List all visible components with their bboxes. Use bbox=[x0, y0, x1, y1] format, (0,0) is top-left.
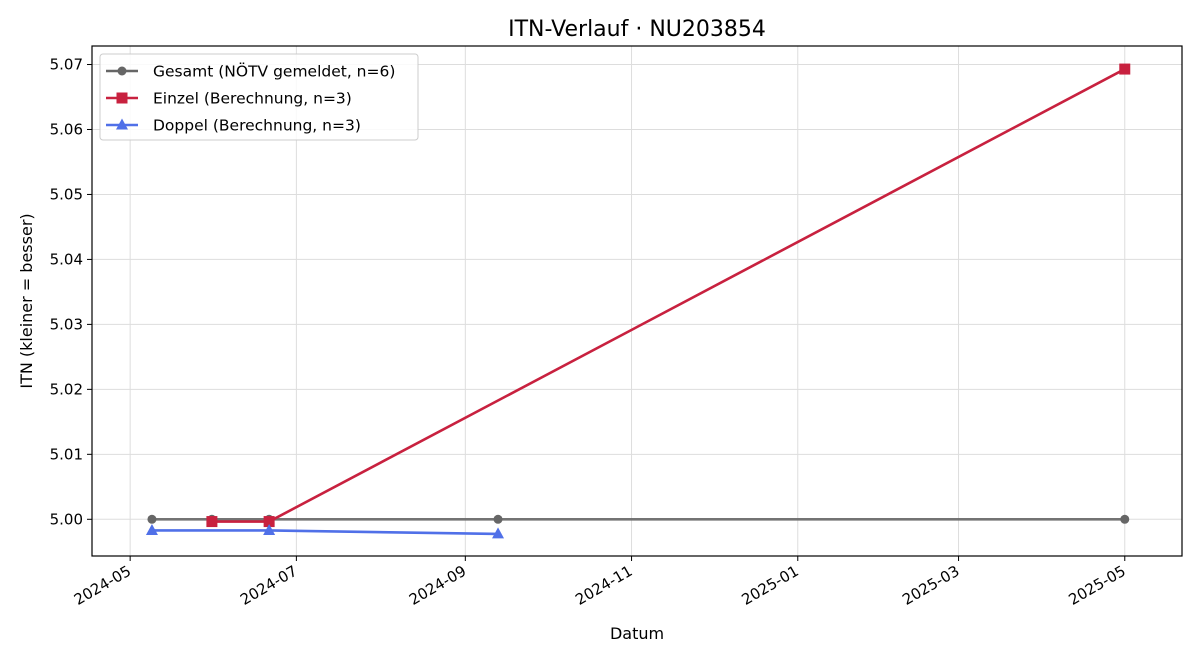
y-tick-label: 5.07 bbox=[50, 56, 83, 74]
y-tick-label: 5.06 bbox=[50, 120, 83, 138]
chart-title: ITN-Verlauf · NU203854 bbox=[508, 17, 766, 42]
x-tick-label: 2024-11 bbox=[572, 562, 635, 609]
data-point bbox=[206, 516, 218, 528]
legend-item: Gesamt (NÖTV gemeldet, n=6) bbox=[106, 62, 395, 81]
data-point bbox=[493, 514, 503, 524]
series-1 bbox=[206, 63, 1131, 528]
data-point bbox=[492, 527, 505, 539]
data-point bbox=[145, 523, 158, 535]
series-2 bbox=[145, 523, 505, 539]
series-0 bbox=[147, 514, 1130, 524]
x-tick-label: 2024-07 bbox=[237, 562, 300, 609]
plot-area-frame bbox=[91, 45, 1183, 557]
x-tick-label: 2025-01 bbox=[738, 562, 801, 609]
data-point bbox=[263, 523, 276, 535]
series-layer bbox=[145, 63, 1131, 539]
data-point bbox=[147, 514, 157, 524]
y-axis: 5.00 5.01 5.02 5.03 5.04 5.05 5.06 5.07 bbox=[50, 56, 92, 528]
y-tick-label: 5.02 bbox=[50, 380, 83, 398]
x-tick-label: 2025-05 bbox=[1065, 562, 1128, 609]
y-tick-label: 5.05 bbox=[50, 185, 83, 203]
y-axis-label: ITN (kleiner = besser) bbox=[17, 213, 36, 388]
y-tick-label: 5.00 bbox=[50, 510, 83, 528]
legend-label: Gesamt (NÖTV gemeldet, n=6) bbox=[153, 62, 395, 81]
legend-item: Einzel (Berechnung, n=3) bbox=[106, 90, 352, 108]
legend-marker bbox=[116, 92, 128, 104]
legend-label: Einzel (Berechnung, n=3) bbox=[153, 90, 352, 108]
legend-marker bbox=[117, 66, 127, 76]
x-axis: 2024-05 2024-07 2024-09 2024-11 2025-01 2025-… bbox=[71, 556, 1129, 609]
y-tick-label: 5.03 bbox=[50, 315, 83, 333]
x-tick-label: 2024-05 bbox=[71, 562, 134, 609]
legend-box bbox=[99, 53, 419, 141]
legend-item: Doppel (Berechnung, n=3) bbox=[106, 117, 361, 135]
legend-marker bbox=[116, 118, 128, 130]
data-point bbox=[1119, 63, 1131, 75]
legend-label: Doppel (Berechnung, n=3) bbox=[153, 117, 361, 135]
x-axis-label: Datum bbox=[610, 624, 664, 643]
legend: Gesamt (NÖTV gemeldet, n=6) Einzel (Berec… bbox=[99, 53, 419, 141]
x-tick-label: 2025-03 bbox=[899, 562, 962, 609]
grid bbox=[92, 46, 1182, 556]
data-point bbox=[263, 516, 275, 528]
y-tick-label: 5.01 bbox=[50, 445, 83, 463]
x-tick-label: 2024-09 bbox=[406, 562, 469, 609]
data-point bbox=[1120, 514, 1130, 524]
y-tick-label: 5.04 bbox=[50, 250, 83, 268]
series-line bbox=[151, 529, 499, 536]
